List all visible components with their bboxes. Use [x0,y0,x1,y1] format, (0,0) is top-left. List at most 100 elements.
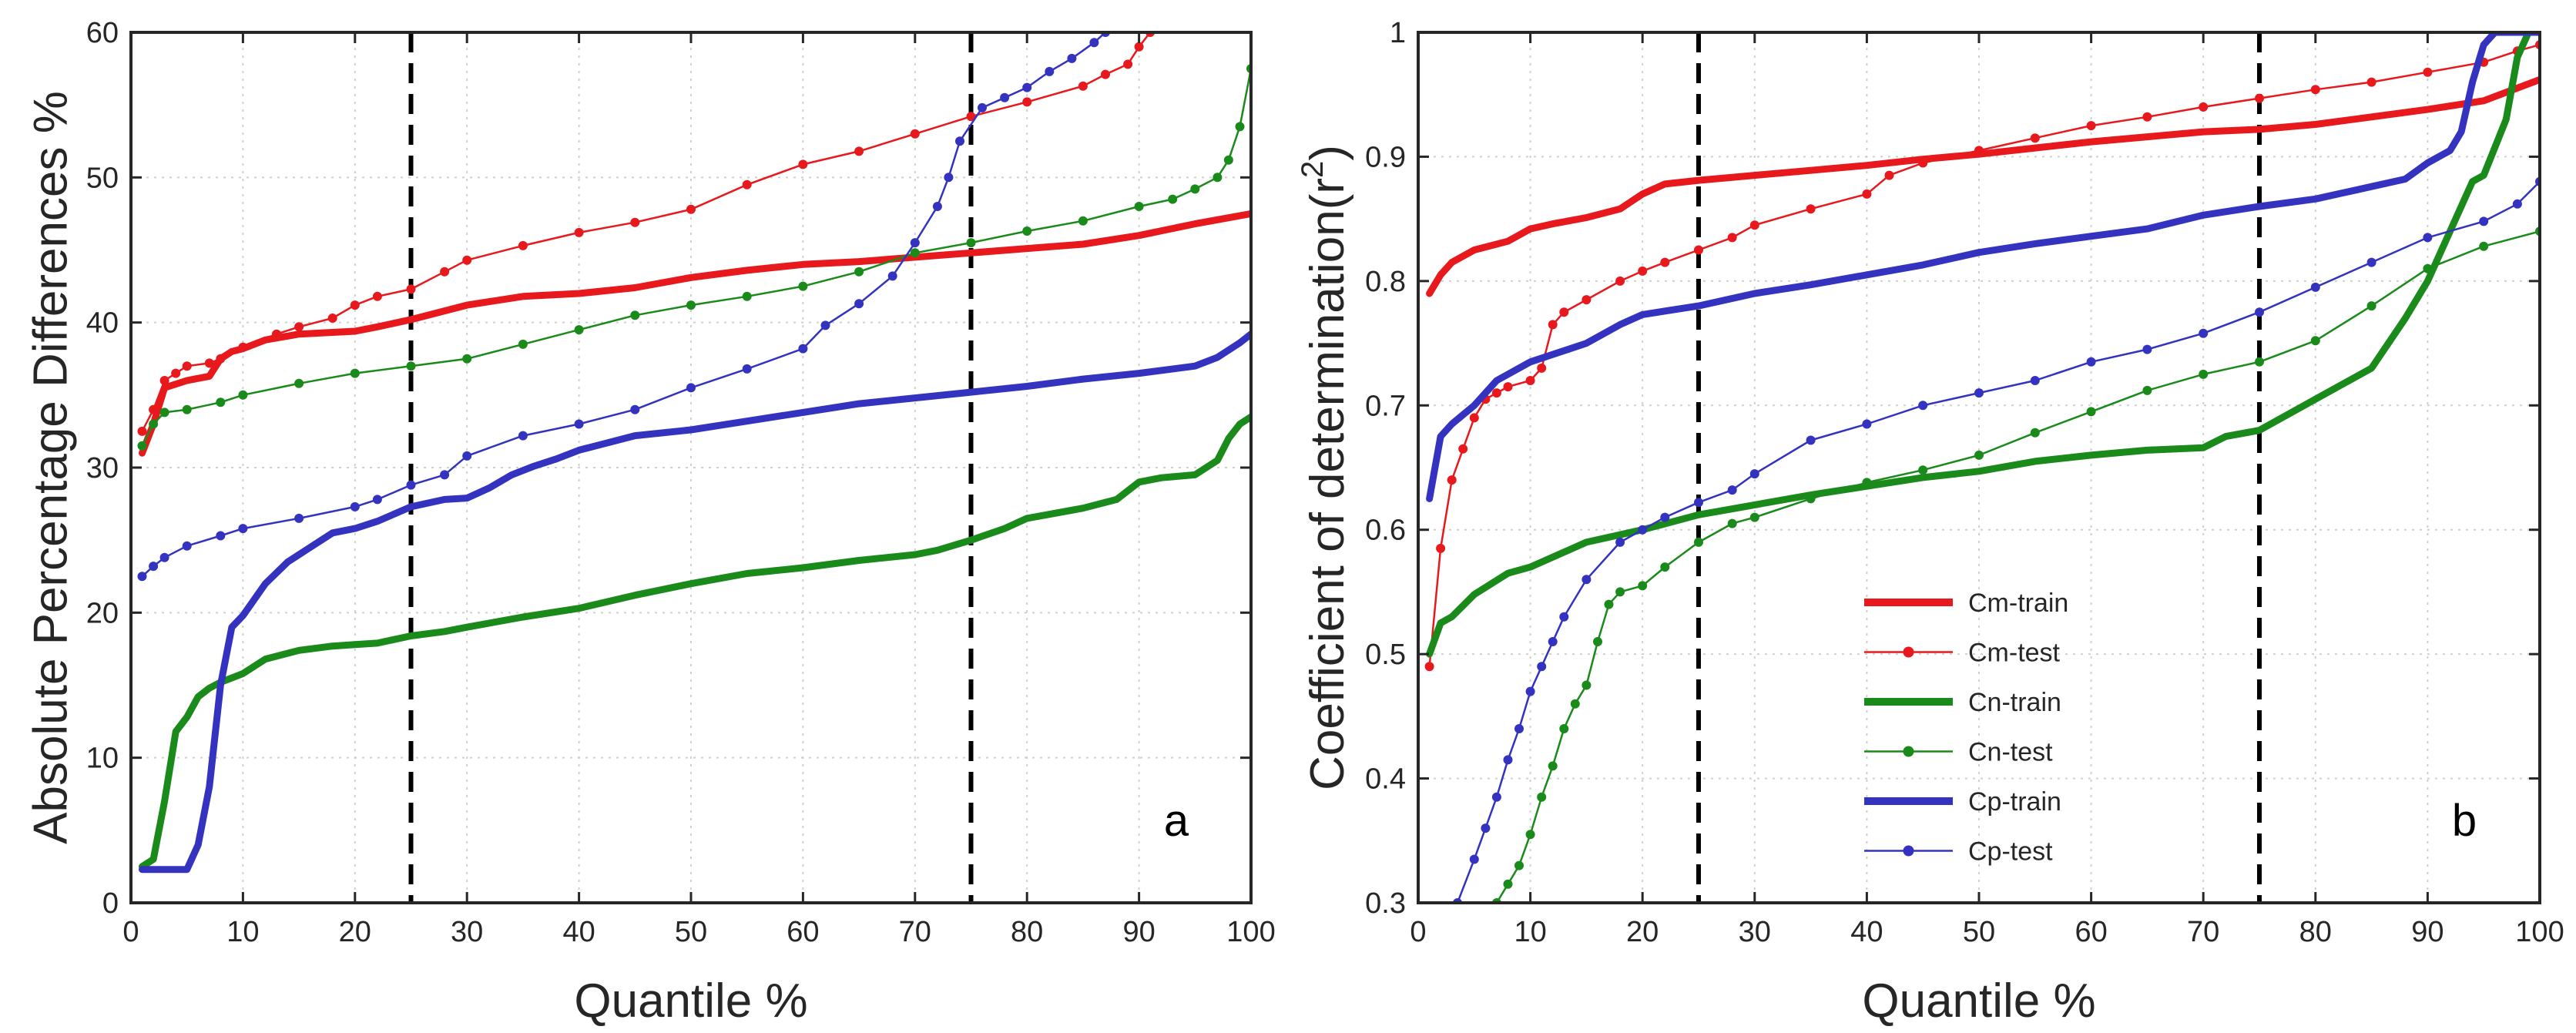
series-line-cp-train [139,330,1251,874]
series-line-cp-test [1456,180,2540,903]
data-point-cp-test [1806,435,1816,445]
data-point-cp-test [1491,792,1501,802]
data-point-cp-test [820,320,830,330]
data-point-cp-test [440,470,450,480]
data-point-cn-test [1525,830,1535,840]
panel-a-letter: a [1164,796,1189,846]
legend-marker [1903,646,1914,658]
x-tick-label: 80 [2299,916,2332,948]
data-point-cn-test [1638,581,1648,591]
series-cp-test [1453,176,2540,903]
data-point-cn-test [1078,216,1088,226]
data-point-cn-test [1022,226,1032,236]
panel-b-y-axis-label: Coefficient of determination(r2) [1296,145,1355,790]
x-tick-label: 20 [1626,916,1659,948]
y-tick-label: 0.4 [1365,763,1406,796]
x-tick-label: 90 [1122,916,1155,948]
data-point-cm-test [1727,233,1737,243]
data-point-cn-test [1514,860,1524,870]
data-point-cm-test [1469,413,1479,423]
data-point-cn-test [1213,173,1223,183]
y-tick-label: 60 [86,17,119,49]
series-cn-test [1491,226,2540,903]
data-point-cm-test [1537,363,1547,373]
data-point-cn-test [966,238,976,248]
legend-item-cn-train: Cn-train [1864,688,2061,717]
data-point-cp-test [2479,216,2489,226]
panel-b-y-label-end: ) [1301,145,1354,161]
data-point-cp-test [2423,233,2433,243]
data-point-cn-test [1749,512,1759,522]
data-point-cp-test [1525,686,1535,696]
data-point-cm-test [630,217,640,227]
x-tick-label: 60 [2075,916,2107,948]
data-point-cn-test [854,267,864,277]
data-point-cm-test [1447,475,1457,485]
series-cm-test [137,32,1156,436]
panel-a-y-axis-label: Absolute Percentage Differences % [24,91,77,844]
y-tick-label: 0.9 [1365,141,1406,173]
series-line-cn-train [139,413,1251,870]
x-tick-label: 50 [1963,916,1995,948]
data-point-cm-test [440,267,450,277]
panel-a-x-axis-label: Quantile % [574,974,807,1028]
data-point-cm-test [1548,320,1558,330]
data-point-cm-test [294,322,304,332]
panel-a-grid [131,32,1251,903]
series-cp-train [139,330,1251,874]
data-point-cm-test [2310,85,2320,95]
data-point-cn-test [1570,699,1580,709]
legend-marker [1903,845,1914,857]
data-point-cp-test [1514,724,1524,733]
data-point-cm-test [182,361,192,371]
legend-label: Cn-train [1968,688,2061,717]
legend-item-cn-test: Cn-test [1864,738,2053,767]
data-point-cm-test [966,112,976,122]
data-point-cn-test [2366,301,2376,311]
data-point-cp-test [2366,257,2376,267]
data-point-cp-test [1469,854,1479,864]
data-point-cn-test [1134,202,1144,211]
data-point-cm-test [1862,189,1872,199]
y-tick-label: 50 [86,162,119,194]
series-cn-train [1426,32,2540,658]
data-point-cp-test [932,202,942,211]
legend: Cm-train Cm-test Cn-train Cn-test Cp-train Cp… [1864,589,2068,867]
data-point-cm-test [372,291,382,301]
data-point-cm-test [1806,204,1816,214]
x-tick-label: 30 [451,916,483,948]
data-point-cn-test [1604,599,1614,609]
data-point-cm-test [2423,67,2433,77]
data-point-cp-test [955,136,964,146]
data-point-cp-test [1660,512,1670,522]
data-point-cn-test [630,310,640,320]
data-point-cm-test [1424,662,1434,672]
data-point-cn-test [462,354,472,364]
y-tick-label: 20 [86,597,119,629]
data-point-cp-test [137,572,147,582]
data-point-cn-test [798,281,808,291]
data-point-cp-test [1000,92,1010,102]
data-point-cn-test [159,407,169,418]
data-point-cm-test [1559,307,1569,317]
data-point-cn-test [2030,428,2040,438]
data-point-cp-test [1089,38,1099,48]
data-point-cm-test [1884,170,1894,180]
data-point-cp-test [149,562,159,572]
data-point-cm-test [910,129,920,139]
x-tick-label: 40 [1850,916,1883,948]
legend-label: Cn-test [1968,738,2053,767]
data-point-cm-test [1525,376,1535,385]
data-point-cm-test [1022,97,1032,107]
panel-b-quartile-lines [1696,32,2262,903]
data-point-cn-test [1559,724,1569,733]
data-point-cn-test [1615,587,1625,597]
x-tick-label: 10 [1514,916,1546,948]
data-point-cn-test [294,378,304,388]
panel-b-letter: b [2452,796,2477,846]
data-point-cm-test [149,404,159,414]
data-point-cp-test [238,524,248,534]
x-tick-label: 90 [2411,916,2444,948]
data-point-cm-test [1491,388,1501,398]
